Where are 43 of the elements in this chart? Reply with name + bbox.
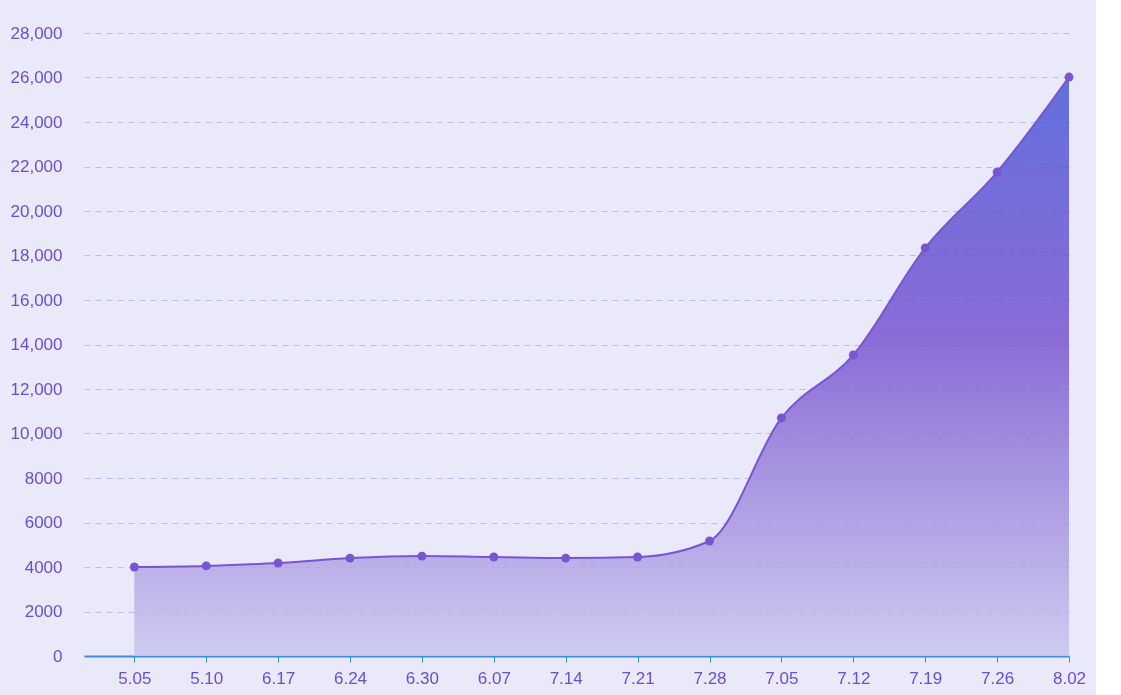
x-tick-label: 6.24 (333, 668, 368, 688)
y-tick-label: 8000 (24, 468, 63, 488)
x-tick-label: 7.19 (909, 668, 943, 688)
point (561, 553, 571, 563)
y-tick-label: 24,000 (10, 112, 63, 132)
point (489, 552, 499, 562)
x-tick-label: 6.30 (405, 668, 439, 688)
x-tick-label: 5.10 (190, 668, 224, 688)
point (345, 553, 355, 563)
y-tick-label: 16,000 (10, 290, 63, 310)
point (776, 413, 786, 423)
y-tick-label: 10,000 (10, 424, 63, 443)
x-tick-label: 6.07 (477, 668, 511, 688)
y-tick-label: 0 (53, 646, 63, 666)
point (848, 350, 858, 360)
point (633, 552, 643, 562)
point (129, 562, 139, 572)
y-tick-label: 20,000 (10, 201, 63, 221)
y-tick-label: 22,000 (10, 157, 63, 176)
x-tick-label: 7.05 (765, 668, 799, 688)
y-tick-label: 2000 (24, 602, 63, 621)
y-tick-label: 6000 (24, 513, 63, 532)
point (705, 536, 714, 546)
point (1064, 72, 1074, 82)
x-tick-label: 7.28 (693, 668, 727, 688)
y-tick-label: 12,000 (10, 379, 63, 399)
x-tick-label: 7.21 (621, 668, 655, 688)
point (992, 167, 1002, 177)
point (201, 561, 211, 571)
x-tick-label: 5.05 (118, 668, 152, 688)
x-tick-label: 7.12 (837, 668, 871, 688)
x-tick-label: 7.14 (549, 668, 583, 688)
point (417, 551, 427, 561)
y-tick-label: 4000 (24, 557, 63, 577)
x-tick-label: 7.26 (981, 668, 1015, 688)
y-tick-label: 26,000 (10, 68, 63, 87)
y-tick-label: 28,000 (10, 23, 63, 43)
point (273, 558, 283, 568)
x-tick-label: 6.17 (262, 668, 296, 688)
y-tick-label: 18,000 (10, 246, 63, 265)
point (920, 243, 930, 253)
y-tick-label: 14,000 (10, 335, 63, 354)
x-tick-label: 8.02 (1052, 668, 1087, 688)
